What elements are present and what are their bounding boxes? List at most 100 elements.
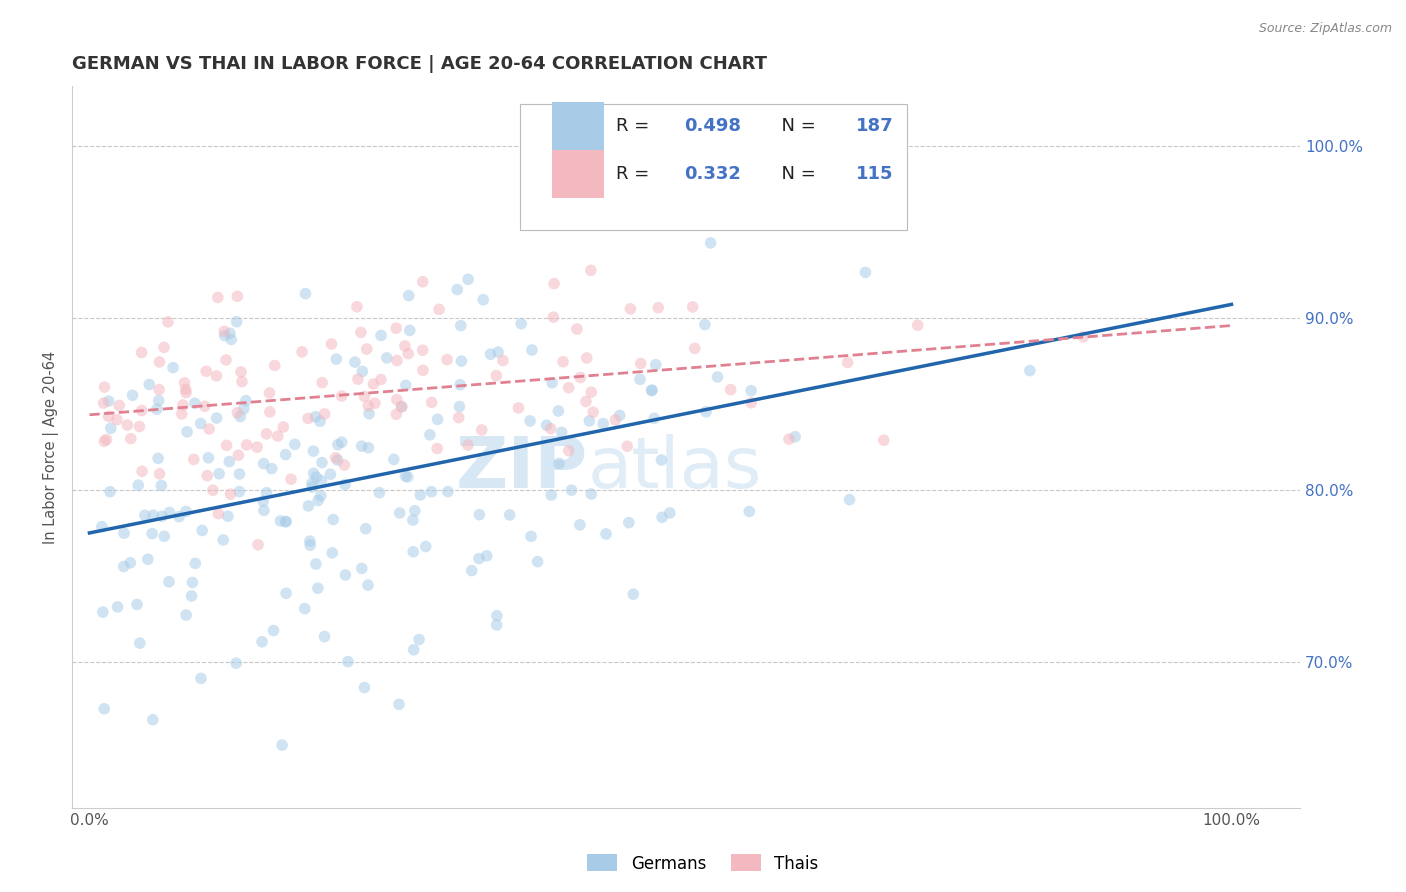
Point	[485, 368, 508, 383]
Point	[475, 549, 498, 563]
Point	[298, 534, 321, 549]
Point	[357, 441, 380, 455]
Point	[219, 333, 242, 347]
Point	[693, 318, 716, 332]
Point	[647, 301, 669, 315]
Point	[412, 343, 434, 358]
Point	[396, 346, 419, 360]
Point	[297, 499, 319, 513]
Point	[91, 605, 114, 619]
Point	[426, 412, 449, 426]
Point	[259, 386, 281, 401]
Point	[148, 393, 170, 408]
Point	[214, 325, 236, 339]
Text: 0.332: 0.332	[683, 165, 741, 183]
Point	[252, 494, 274, 508]
Point	[128, 419, 150, 434]
Point	[419, 427, 441, 442]
Point	[98, 484, 121, 499]
Point	[695, 405, 717, 419]
Point	[551, 425, 574, 440]
Point	[519, 414, 541, 428]
Text: N =: N =	[769, 117, 821, 136]
Point	[352, 364, 374, 378]
Point	[112, 559, 135, 574]
Point	[162, 360, 184, 375]
Point	[644, 358, 666, 372]
Point	[695, 121, 717, 136]
Point	[156, 315, 179, 329]
Point	[353, 681, 375, 695]
Point	[682, 300, 704, 314]
Point	[560, 483, 582, 497]
Point	[907, 318, 929, 333]
Point	[263, 359, 285, 373]
Point	[263, 624, 285, 638]
Point	[385, 321, 408, 335]
Point	[276, 515, 298, 529]
Point	[375, 351, 398, 365]
Point	[398, 323, 420, 337]
Point	[404, 504, 426, 518]
Point	[142, 713, 165, 727]
Point	[294, 286, 316, 301]
Point	[90, 519, 112, 533]
Text: R =: R =	[616, 165, 655, 183]
Point	[873, 433, 896, 447]
Point	[838, 492, 860, 507]
Point	[526, 555, 548, 569]
Point	[343, 355, 366, 369]
Point	[855, 265, 877, 279]
Point	[159, 505, 181, 519]
Point	[247, 538, 270, 552]
Point	[201, 483, 224, 498]
Point	[388, 506, 411, 520]
Point	[207, 290, 229, 304]
Point	[307, 493, 329, 508]
Point	[658, 506, 681, 520]
Point	[640, 384, 662, 398]
Point	[232, 401, 254, 416]
Point	[492, 353, 515, 368]
Point	[402, 545, 425, 559]
Point	[1071, 330, 1094, 344]
Y-axis label: In Labor Force | Age 20-64: In Labor Force | Age 20-64	[44, 351, 59, 543]
Point	[284, 437, 307, 451]
Point	[426, 442, 449, 456]
Point	[302, 444, 325, 458]
Point	[176, 425, 198, 439]
Point	[259, 405, 281, 419]
Point	[271, 738, 294, 752]
Point	[153, 340, 176, 354]
Point	[256, 426, 278, 441]
Text: R =: R =	[616, 117, 655, 136]
Point	[131, 403, 153, 417]
Point	[97, 394, 120, 409]
Text: Source: ZipAtlas.com: Source: ZipAtlas.com	[1258, 22, 1392, 36]
Point	[350, 561, 373, 575]
Point	[301, 480, 323, 494]
Point	[548, 457, 571, 471]
Point	[205, 368, 228, 383]
Point	[581, 385, 603, 400]
Point	[197, 450, 219, 465]
Point	[253, 503, 276, 517]
Point	[540, 422, 562, 436]
Point	[228, 467, 250, 481]
Point	[167, 509, 190, 524]
Point	[402, 643, 425, 657]
Point	[120, 432, 142, 446]
Point	[325, 450, 347, 465]
Point	[291, 344, 314, 359]
Text: 0.498: 0.498	[683, 117, 741, 136]
Point	[174, 385, 197, 400]
Point	[218, 454, 240, 468]
Point	[190, 672, 212, 686]
Point	[363, 377, 385, 392]
Point	[394, 469, 416, 483]
Point	[311, 474, 333, 488]
FancyBboxPatch shape	[553, 103, 605, 150]
Point	[93, 380, 115, 394]
Point	[468, 551, 491, 566]
Point	[194, 399, 217, 413]
